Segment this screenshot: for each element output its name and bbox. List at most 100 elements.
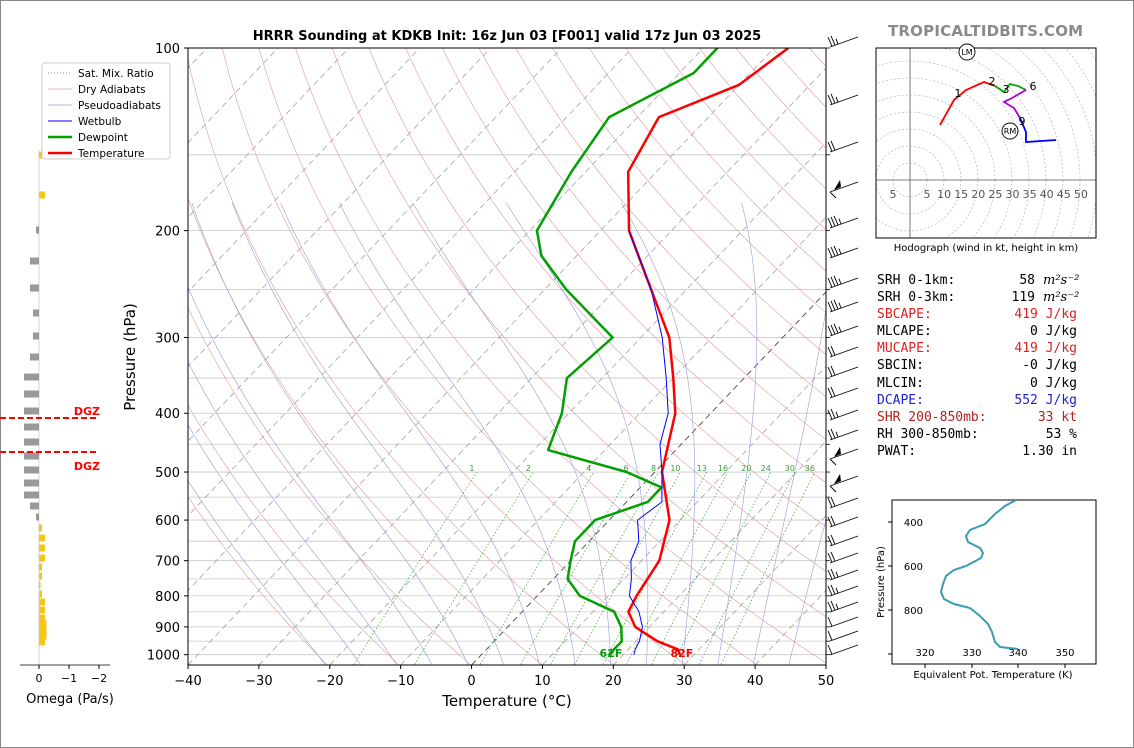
wind-barb — [827, 365, 859, 378]
dry-adiabat — [552, 48, 826, 355]
mix-ratio-label: 1 — [469, 464, 474, 473]
x-tick-label: 30 — [676, 674, 693, 689]
mix-ratio-label: 24 — [761, 464, 771, 473]
omega-bar — [24, 452, 39, 460]
storm-motion-label: RM — [1004, 127, 1017, 136]
wind-barb — [827, 299, 859, 313]
x-tick-label: −30 — [245, 674, 272, 689]
omega-bar — [39, 581, 41, 589]
legend-label: Dry Adiabats — [78, 84, 146, 96]
pseudo-adiabat — [752, 307, 826, 665]
legend-label: Temperature — [77, 148, 145, 160]
mix-ratio-line — [672, 471, 772, 665]
isotherm-line — [188, 48, 704, 591]
stat-label: RH 300-850mb: — [877, 426, 979, 442]
wind-barb — [827, 428, 859, 441]
storm-motion-marker — [958, 43, 976, 61]
hodo-trace — [1002, 89, 1027, 119]
y-tick-label: 200 — [155, 225, 180, 240]
x-tick-label: 20 — [605, 674, 622, 689]
pseudo-adiabat — [621, 202, 696, 665]
pseudo-adiabat — [717, 202, 758, 665]
mix-ratio-line — [353, 471, 478, 665]
isotherm-line — [400, 216, 826, 665]
wind-barb — [827, 93, 859, 106]
dry-adiabat — [188, 58, 615, 665]
omega-bar — [39, 638, 45, 646]
hodo-ring-label: 40 — [1040, 188, 1054, 201]
wind-barb — [827, 616, 859, 628]
x-tick-label: 50 — [818, 674, 835, 689]
theta-x-tick-label: 340 — [1008, 648, 1027, 659]
dry-adiabat — [188, 197, 543, 665]
stat-label: SBCAPE: — [877, 307, 932, 323]
omega-bar — [24, 423, 39, 431]
stat-label: SRH 0-3km: — [877, 290, 956, 306]
x-axis-label: Temperature (°C) — [441, 692, 571, 710]
pseudo-adiabat — [280, 202, 540, 665]
isotherm-line — [188, 48, 562, 442]
hodo-ring-label: 10 — [937, 188, 951, 201]
series-wetbulb — [628, 230, 669, 655]
wind-barb — [827, 630, 859, 642]
hodo-trace — [1019, 117, 1057, 143]
y-axis-label: Pressure (hPa) — [121, 303, 139, 411]
stat-label: DCAPE: — [877, 392, 924, 408]
series-temperature — [626, 48, 790, 656]
x-tick-label: 10 — [534, 674, 551, 689]
legend-label: Sat. Mix. Ratio — [78, 68, 154, 80]
stat-label: SBCIN: — [877, 358, 924, 374]
omega-bar — [39, 598, 45, 606]
mix-ratio-line — [549, 471, 659, 665]
theta-y-tick-label: 800 — [904, 606, 923, 617]
hodo-ring-label: 50 — [1074, 188, 1088, 201]
omega-bar — [39, 534, 45, 542]
omega-bar — [24, 491, 39, 499]
pseudo-adiabat — [191, 202, 469, 665]
dry-adiabat — [331, 48, 826, 618]
omega-bar — [39, 563, 42, 571]
dry-adiabat — [188, 404, 400, 665]
storm-motion-marker — [1001, 122, 1019, 140]
pseudo-adiabat — [188, 424, 362, 665]
wind-barb — [827, 35, 859, 48]
stat-label: SRH 0-1km: — [877, 273, 956, 288]
omega-bar — [24, 373, 39, 381]
hodo-caption: Hodograph (wind in kt, height in km) — [894, 243, 1079, 254]
y-tick-label: 600 — [155, 514, 180, 529]
mix-ratio-line — [479, 471, 595, 665]
wind-barb — [827, 245, 859, 259]
dgz-label: DGZ — [74, 405, 100, 418]
isotherm-line — [613, 440, 826, 665]
theta-frame — [891, 499, 1097, 665]
mix-ratio-line — [573, 471, 681, 665]
series-dewpoint — [535, 48, 719, 656]
chart-title: HRRR Sounding at KDKB Init: 16z Jun 03 [… — [253, 29, 761, 44]
theta-x-tick-label: 350 — [1055, 648, 1074, 659]
wind-barb — [827, 534, 859, 547]
omega-bar — [36, 226, 39, 234]
dry-adiabat — [588, 48, 826, 313]
dry-adiabat — [478, 48, 826, 440]
mix-ratio-label: 4 — [586, 464, 591, 473]
hodo-trace — [939, 81, 996, 126]
isotherm-line — [542, 366, 826, 665]
omega-bar — [30, 257, 39, 265]
wind-barb — [829, 474, 859, 493]
isotherm-line — [188, 48, 633, 517]
mix-ratio-label: 30 — [785, 464, 795, 473]
hodo-ring-label: 30 — [1006, 188, 1020, 201]
pseudo-adiabat — [339, 202, 576, 665]
mix-ratio-label: 16 — [718, 464, 728, 473]
y-tick-label: 300 — [155, 331, 180, 346]
hodo-height-label: 1 — [955, 87, 962, 100]
hodo-height-label: 2 — [989, 75, 996, 88]
mix-ratio-line — [519, 471, 632, 665]
dry-adiabat — [368, 48, 826, 572]
stat-label: PWAT: — [877, 443, 917, 459]
omega-bar — [33, 332, 39, 340]
omega-bar — [30, 353, 39, 361]
dry-adiabat — [515, 48, 826, 398]
omega-bar — [24, 466, 39, 474]
omega-tick-label: −1 — [61, 672, 77, 685]
